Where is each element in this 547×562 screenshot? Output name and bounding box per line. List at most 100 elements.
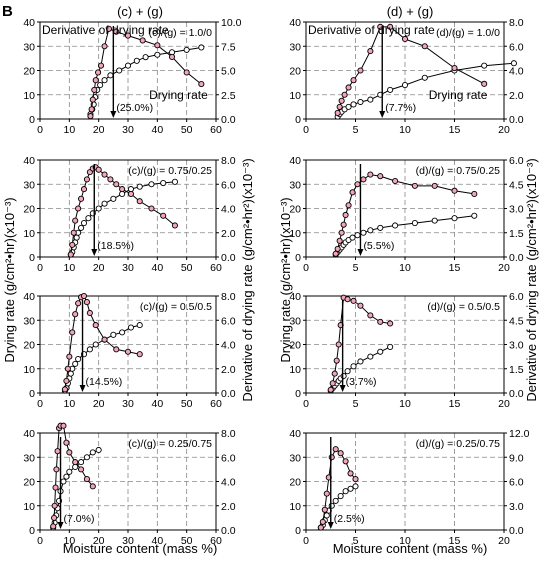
derivative-point xyxy=(327,386,334,393)
derivative-point xyxy=(88,106,95,113)
derivative-point xyxy=(50,523,57,530)
y2-tick-label: 4.5 xyxy=(509,315,524,327)
drying-rate-point xyxy=(387,343,394,350)
derivative-point xyxy=(101,336,108,343)
drying-rate-point xyxy=(357,98,364,106)
y-tick-label: 40 xyxy=(23,291,35,303)
y2-tick-label: 2.0 xyxy=(221,501,236,513)
y-tick-label: 10 xyxy=(289,228,301,240)
drying-rate-point xyxy=(183,46,190,53)
derivative-point xyxy=(336,237,343,244)
panel-1: 0 10 20 30 40 50 60 0 10 20 30 40 0.0 2.0 4.0 6.0 8.0 (18… xyxy=(23,155,235,274)
derivative-point xyxy=(387,320,394,327)
x-tick-label: 50 xyxy=(181,124,193,136)
derivative-point xyxy=(160,212,167,219)
derivative-point xyxy=(360,176,367,183)
drying-rate-point xyxy=(387,86,394,93)
derivative-point xyxy=(78,466,85,473)
drying-rate-point xyxy=(171,178,178,185)
panels-group: 0 10 20 30 40 50 600102030400.02.55.07.510.0(2… xyxy=(23,17,529,547)
derivative-point xyxy=(421,43,428,50)
derivative-point xyxy=(340,221,347,228)
drying-rate-point xyxy=(347,485,354,492)
derivative-point xyxy=(451,187,458,194)
drying-rate-point xyxy=(142,54,149,61)
y-tick-label: 0 xyxy=(29,252,35,264)
drying-rate-point xyxy=(110,195,117,202)
derivative-point xyxy=(345,202,352,209)
derivative-point xyxy=(367,312,374,319)
drying-rate-point xyxy=(160,179,167,187)
y2-tick-label: 2.0 xyxy=(221,364,236,376)
y2-tick-label: 0.0 xyxy=(509,525,524,537)
derivative-point xyxy=(86,309,93,317)
y2-tick-label: 6.0 xyxy=(221,452,236,464)
drying-rate-point xyxy=(73,234,80,241)
drying-rate-point xyxy=(95,446,102,454)
x-tick-label: 20 xyxy=(498,535,510,547)
x-tick-label: 0 xyxy=(37,535,43,547)
drying-rate-point xyxy=(63,473,70,480)
drying-rate-point xyxy=(101,77,108,84)
drying-rate-point xyxy=(451,215,458,222)
y2-tick-label: 6.0 xyxy=(509,155,524,167)
derivative-point xyxy=(80,186,88,193)
derivative-point xyxy=(83,299,90,306)
drying-rate-point xyxy=(66,468,73,475)
y-tick-label: 10 xyxy=(23,364,35,376)
x-tick-label: 60 xyxy=(210,398,222,410)
annotation-derivative: Derivative of drying rate xyxy=(308,23,435,37)
y2-tick-label: 4.0 xyxy=(221,204,236,216)
y-tick-label: 10 xyxy=(23,90,35,102)
x-tick-label: 0 xyxy=(303,535,309,547)
critical-arrow-head xyxy=(91,249,98,256)
derivative-point xyxy=(51,514,58,521)
drying-rate-point xyxy=(471,212,478,219)
y2-tick-label: 8.0 xyxy=(221,155,236,167)
y2-tick-label: 9.0 xyxy=(509,452,524,464)
x-tick-label: 10 xyxy=(399,398,411,410)
derivative-point xyxy=(328,454,335,461)
derivative-point xyxy=(350,297,357,304)
derivative-point xyxy=(78,195,85,202)
y-tick-label: 30 xyxy=(23,41,35,53)
drying-rate-point xyxy=(411,219,418,227)
derivative-point xyxy=(411,182,418,189)
derivative-point xyxy=(72,311,79,318)
derivative-point xyxy=(80,292,88,300)
derivative-point xyxy=(97,62,105,69)
x-tick-label: 0 xyxy=(303,398,309,410)
y2-tick-label: 5.0 xyxy=(221,66,236,78)
x-tick-label: 0 xyxy=(303,124,309,136)
y-tick-label: 10 xyxy=(289,501,301,513)
drying-rate-point xyxy=(124,62,132,69)
derivative-point xyxy=(367,171,374,178)
drying-rate-point xyxy=(401,82,409,89)
derivative-point xyxy=(69,241,76,248)
derivative-point xyxy=(319,518,326,525)
derivative-point xyxy=(337,450,344,457)
y-tick-label: 30 xyxy=(23,179,35,191)
x-tick-label: 5 xyxy=(353,124,359,136)
derivative-point xyxy=(148,205,155,212)
drying-rate-point xyxy=(85,215,92,222)
drying-rate-point xyxy=(337,492,344,500)
x-tick-label: 20 xyxy=(498,124,510,136)
annotation-drying-rate: Drying rate xyxy=(429,88,488,102)
y2-tick-label: 0.0 xyxy=(221,252,236,264)
ratio-label: (d)/(g) = 0.25/0.75 xyxy=(416,438,500,450)
derivative-point xyxy=(52,484,59,491)
annotation-derivative: Derivative of drying rate xyxy=(42,23,169,37)
y-tick-label: 0 xyxy=(295,114,301,126)
critical-arrow-head xyxy=(357,249,364,256)
figure-label: B xyxy=(2,3,13,20)
y2-tick-label: 0.0 xyxy=(509,252,524,264)
derivative-point xyxy=(333,357,340,364)
y-tick-label: 30 xyxy=(23,315,35,327)
drying-rate-point xyxy=(107,72,114,79)
y2-tick-label: 1.5 xyxy=(509,228,524,240)
y2-tick-label: 10.0 xyxy=(221,17,242,29)
drying-rate-point xyxy=(345,103,352,110)
critical-arrow-head xyxy=(327,522,334,529)
